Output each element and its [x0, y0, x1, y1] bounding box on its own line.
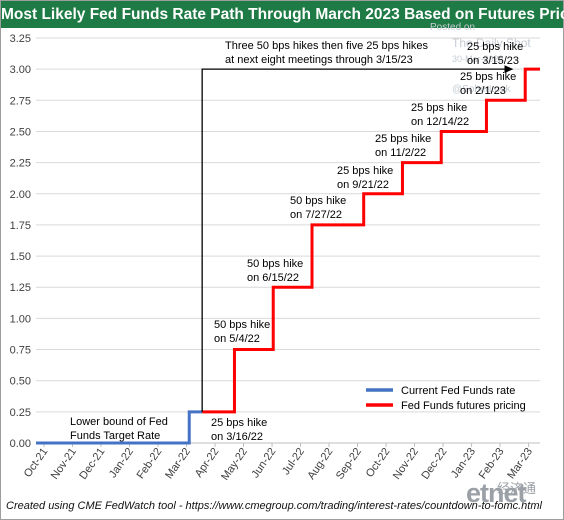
annotation-label: on 11/2/22: [375, 147, 426, 159]
y-tick-label: 2.00: [10, 189, 31, 201]
current-rate-line: [36, 410, 203, 445]
etnet-logo: etnet: [466, 478, 527, 508]
y-tick-label: 1.25: [10, 282, 31, 294]
annotation-label: 50 bps hike: [290, 195, 346, 207]
x-tick-label: Nov-22: [391, 446, 421, 482]
x-tick-label: Sep-22: [334, 446, 364, 482]
y-tick-label: 3.00: [10, 64, 31, 76]
annotation-label: on 2/1/23: [460, 85, 506, 97]
annotation-label: 25 bps hike: [211, 417, 267, 429]
x-tick-label: Jun-22: [249, 446, 278, 480]
watermark-posted: Posted on: [430, 22, 476, 33]
y-tick-label: 2.25: [10, 158, 31, 170]
x-tick-label: Oct-22: [364, 446, 393, 480]
annotation-label: 25 bps hike: [467, 41, 523, 53]
annotation-label: on 3/15/23: [467, 55, 519, 67]
y-tick-label: 1.00: [10, 313, 31, 325]
y-tick-label: 1.75: [10, 220, 31, 232]
x-tick-label: Nov-21: [49, 446, 79, 482]
chart-title: Most Likely Fed Funds Rate Path Through …: [1, 1, 564, 28]
footer-source: Created using CME FedWatch tool - https:…: [6, 500, 542, 512]
x-tick-label: Mar-22: [163, 446, 193, 481]
x-tick-label: Dec-22: [419, 446, 449, 482]
legend-label: Fed Funds futures pricing: [401, 400, 526, 412]
annotation-label: on 7/27/22: [290, 209, 342, 221]
x-tick-label: Feb-22: [135, 446, 165, 481]
watermark-date: 30-Mar-2022: [452, 54, 504, 64]
x-tick-label: Oct-21: [22, 446, 51, 480]
annotation-label: on 9/21/22: [337, 179, 389, 191]
x-tick-label: Jan-23: [449, 446, 478, 480]
annotation-label: Lower bound of Fed: [70, 416, 168, 428]
annotation-label: 25 bps hike: [460, 71, 516, 83]
annotation-label: at next eight meetings through 3/15/23: [225, 54, 413, 66]
x-tick-label: Mar-23: [505, 446, 535, 481]
annotation-label: Funds Target Rate: [70, 430, 160, 442]
watermark-handle: @SoberLook: [452, 84, 511, 95]
annotation-label: Three 50 bps hikes then five 25 bps hike…: [225, 40, 429, 52]
y-tick-label: 0.25: [10, 407, 31, 419]
annotation-label: on 3/16/22: [211, 431, 263, 443]
x-tick-label: Feb-23: [477, 446, 507, 481]
annotation-label: 50 bps hike: [247, 258, 303, 270]
annotation-label: on 5/4/22: [214, 333, 260, 345]
futures-pricing-line: [202, 67, 540, 414]
y-tick-label: 0.75: [10, 345, 31, 357]
etnet-logo-cn: 经济通: [497, 482, 537, 497]
legend-label: Current Fed Funds rate: [401, 385, 515, 397]
annotation-label: on 12/14/22: [411, 116, 469, 128]
x-tick-label: Aug-22: [305, 446, 335, 482]
y-tick-label: 3.25: [10, 33, 31, 45]
watermark-site: The Daily Shot: [452, 36, 531, 50]
annotation-label: 25 bps hike: [375, 133, 431, 145]
x-tick-label: May-22: [219, 446, 250, 483]
annotation-arrow: [201, 65, 514, 412]
y-tick-label: 0.50: [10, 376, 31, 388]
annotation-label: 25 bps hike: [337, 165, 393, 177]
x-tick-label: Jul-22: [280, 446, 307, 477]
annotation-label: on 6/15/22: [247, 272, 299, 284]
y-tick-label: 2.75: [10, 95, 31, 107]
x-tick-label: Dec-21: [77, 446, 107, 482]
y-tick-label: 1.50: [10, 251, 31, 263]
x-tick-label: Jan-22: [107, 446, 136, 480]
y-tick-label: 2.50: [10, 126, 31, 138]
annotation-label: 25 bps hike: [411, 102, 467, 114]
x-tick-label: Apr-22: [193, 446, 222, 480]
y-tick-label: 0.00: [10, 438, 31, 450]
annotation-label: 50 bps hike: [214, 319, 270, 331]
